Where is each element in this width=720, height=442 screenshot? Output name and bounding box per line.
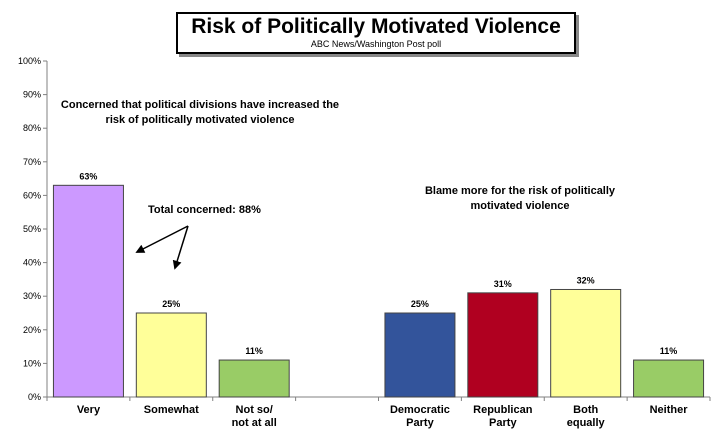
- x-category-label: Republican: [473, 404, 533, 416]
- title-box: Risk of Politically Motivated Violence A…: [176, 12, 576, 54]
- bar-value-label: 32%: [577, 275, 595, 285]
- bar-value-label: 31%: [494, 279, 512, 289]
- y-tick-label: 70%: [23, 157, 41, 167]
- y-tick-label: 10%: [23, 358, 41, 368]
- arrow-to-very: [135, 225, 189, 253]
- y-tick-label: 100%: [18, 56, 41, 66]
- y-tick-label: 20%: [23, 325, 41, 335]
- bar: [218, 359, 290, 398]
- x-category-label: Very: [77, 404, 101, 416]
- x-category-label: Somewhat: [144, 404, 199, 416]
- x-category-label: Party: [489, 417, 517, 429]
- bar-value-label: 25%: [411, 299, 429, 309]
- x-category-label: Both: [573, 404, 598, 416]
- bar: [135, 312, 207, 398]
- chart-title: Risk of Politically Motivated Violence: [191, 15, 561, 38]
- y-tick-label: 60%: [23, 190, 41, 200]
- bar: [467, 292, 539, 398]
- x-category-label: Not so/: [236, 404, 273, 416]
- bar: [384, 312, 456, 398]
- chart-subtitle: ABC News/Washington Post poll: [310, 39, 442, 49]
- bar: [550, 288, 622, 398]
- x-category-label: Party: [406, 417, 434, 429]
- bar: [52, 184, 124, 398]
- arrow-to-somewhat: [172, 225, 189, 270]
- y-tick-label: 30%: [23, 291, 41, 301]
- x-category-label: not at all: [232, 417, 277, 429]
- right-group-annotation: Blame more for the risk of politically m…: [424, 185, 616, 212]
- bar-value-label: 11%: [245, 346, 263, 356]
- y-tick-label: 0%: [28, 392, 41, 402]
- y-tick-label: 40%: [23, 258, 41, 268]
- y-tick-label: 80%: [23, 123, 41, 133]
- bar-value-label: 63%: [79, 171, 97, 181]
- total-concerned-annotation: Total concerned: 88%: [148, 204, 261, 216]
- bar: [633, 359, 705, 398]
- y-tick-label: 90%: [23, 90, 41, 100]
- bar-value-label: 11%: [660, 346, 678, 356]
- y-tick-label: 50%: [23, 224, 41, 234]
- x-category-label: Neither: [650, 404, 689, 416]
- left-group-annotation: Concerned that political divisions have …: [60, 99, 340, 126]
- x-category-label: Democratic: [390, 404, 450, 416]
- x-category-label: equally: [567, 417, 606, 429]
- bar-value-label: 25%: [162, 299, 180, 309]
